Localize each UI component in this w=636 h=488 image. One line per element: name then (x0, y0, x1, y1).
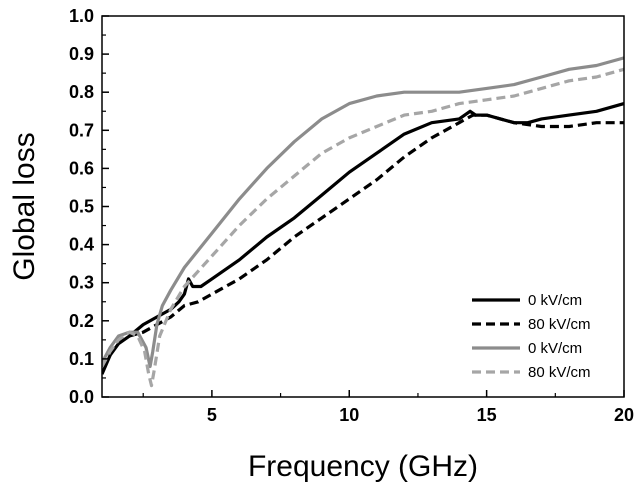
legend-label-4: 80 kV/cm (528, 364, 591, 381)
x-tick-label: 20 (614, 405, 634, 425)
series-line-3 (102, 56, 624, 369)
legend-label-1: 0 kV/cm (528, 292, 582, 309)
x-axis-title: Frequency (GHz) (248, 450, 478, 483)
y-tick-label: 0.0 (69, 387, 94, 407)
x-tick-label: 5 (207, 405, 217, 425)
y-tick-label: 0.9 (69, 44, 94, 64)
legend-label-2: 80 kV/cm (528, 316, 591, 333)
series-line-4 (102, 67, 624, 388)
y-tick-label: 0.1 (69, 349, 94, 369)
y-tick-label: 0.4 (69, 235, 94, 255)
y-tick-label: 0.7 (69, 120, 94, 140)
y-tick-label: 0.6 (69, 158, 94, 178)
y-tick-label: 0.8 (69, 82, 94, 102)
y-tick-label: 0.2 (69, 311, 94, 331)
x-tick-label: 15 (477, 405, 497, 425)
y-tick-label: 0.5 (69, 197, 94, 217)
x-tick-label: 10 (339, 405, 359, 425)
legend: 0 kV/cm 80 kV/cm 0 kV/cm 80 kV/cm (472, 292, 591, 381)
y-tick-label: 1.0 (69, 6, 94, 26)
y-tick-label: 0.3 (69, 273, 94, 293)
series-line-2 (102, 113, 624, 368)
ticks-layer (102, 15, 625, 398)
legend-label-3: 0 kV/cm (528, 340, 582, 357)
tick-labels-layer: 5 10 15 20 0.0 0.1 0.2 0.3 0.4 0.5 0.6 0.7 0.8 0.9 1.0 (69, 6, 634, 425)
series-layer (102, 56, 624, 388)
y-axis-title: Global loss (8, 132, 41, 280)
